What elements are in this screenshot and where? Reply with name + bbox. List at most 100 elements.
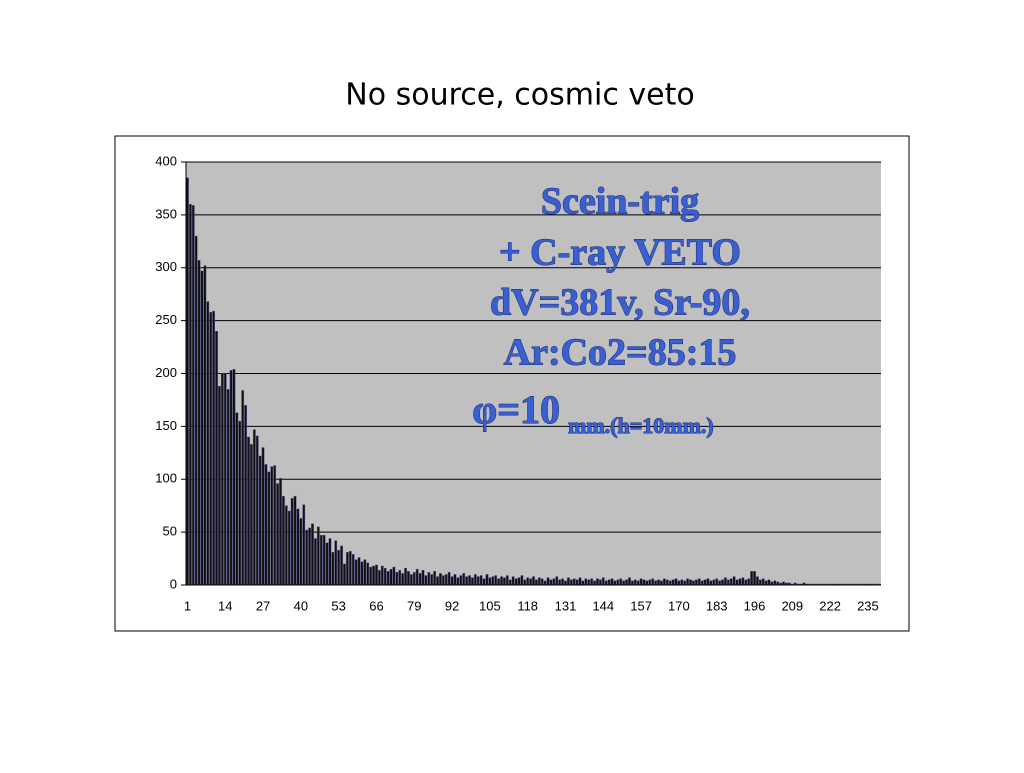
bar — [436, 576, 439, 586]
bar — [758, 579, 762, 586]
bar — [660, 580, 663, 586]
bar — [331, 552, 335, 586]
y-tick-label: 400 — [155, 153, 177, 168]
bar — [631, 580, 634, 586]
bar — [694, 579, 698, 586]
bar — [378, 569, 381, 586]
bar — [296, 508, 300, 586]
bar — [662, 578, 666, 586]
bar — [535, 579, 538, 586]
bar — [220, 373, 224, 586]
bar — [244, 405, 247, 586]
bar — [209, 311, 213, 586]
bar — [392, 566, 396, 586]
bar — [668, 580, 672, 586]
bar — [203, 265, 207, 586]
bar — [654, 580, 657, 586]
x-tick-label: 196 — [744, 598, 766, 613]
bar — [398, 569, 402, 586]
bar — [494, 575, 498, 586]
bar — [389, 568, 393, 586]
bar — [366, 562, 370, 586]
bar — [706, 578, 710, 586]
bar — [380, 565, 384, 586]
annotation: dV=381v, Sr-90, — [490, 282, 750, 324]
bar — [287, 510, 291, 586]
bar — [584, 578, 588, 586]
bar — [715, 578, 719, 586]
bar — [726, 579, 730, 586]
bar — [354, 559, 358, 586]
x-tick-label: 1 — [184, 598, 191, 613]
bar — [593, 580, 596, 586]
bar — [473, 574, 477, 586]
bar — [747, 578, 751, 586]
bar — [232, 369, 236, 586]
bar — [689, 579, 692, 586]
bar — [569, 579, 573, 586]
bar — [351, 554, 355, 586]
bar — [599, 579, 602, 586]
bar — [357, 557, 361, 586]
bar — [648, 579, 652, 586]
bar — [622, 580, 626, 586]
bar — [505, 575, 509, 586]
bar — [462, 573, 466, 586]
bar — [383, 567, 387, 586]
bar — [334, 540, 338, 586]
bar — [619, 578, 623, 586]
bar — [284, 505, 288, 586]
bar — [372, 565, 375, 586]
bar — [447, 572, 451, 586]
bar — [255, 435, 259, 586]
bar — [223, 373, 227, 586]
bar — [325, 542, 329, 586]
bar — [299, 518, 303, 586]
bar — [517, 577, 521, 586]
bar — [697, 578, 701, 586]
bar — [226, 389, 230, 586]
bar — [415, 568, 419, 586]
annotation: + C-ray VETO — [499, 232, 741, 274]
bar — [488, 577, 492, 586]
bar — [572, 578, 576, 586]
y-tick-label: 50 — [163, 524, 177, 539]
bar — [302, 504, 306, 586]
bar — [753, 571, 756, 586]
bar — [590, 578, 594, 586]
bar — [532, 576, 535, 586]
y-tick-label: 100 — [155, 471, 177, 486]
bar — [395, 572, 399, 586]
bar — [561, 578, 564, 586]
bar — [293, 495, 297, 586]
bar — [657, 579, 660, 586]
bar — [194, 235, 198, 586]
bar — [514, 578, 518, 586]
bar — [738, 578, 742, 586]
bar — [238, 420, 242, 586]
bar — [767, 579, 771, 586]
bar — [601, 577, 605, 586]
bar — [628, 577, 631, 586]
y-tick-label: 200 — [155, 365, 177, 380]
y-tick-label: 150 — [155, 418, 177, 433]
bar — [346, 552, 349, 586]
bar — [427, 572, 431, 586]
bar — [441, 575, 445, 586]
bar — [543, 580, 547, 586]
bar — [665, 579, 669, 586]
bar — [433, 571, 436, 586]
bar — [529, 578, 532, 586]
bar — [508, 579, 512, 586]
bar — [651, 578, 655, 586]
bar — [308, 527, 311, 586]
bar — [191, 205, 195, 586]
annotation: Ar:Co2=85:15 — [504, 332, 737, 374]
bar — [642, 579, 646, 586]
bar — [700, 580, 704, 586]
bar — [282, 495, 285, 586]
bar — [218, 385, 221, 586]
y-tick-label: 0 — [170, 576, 177, 591]
bar — [206, 301, 210, 586]
bar — [625, 579, 628, 586]
